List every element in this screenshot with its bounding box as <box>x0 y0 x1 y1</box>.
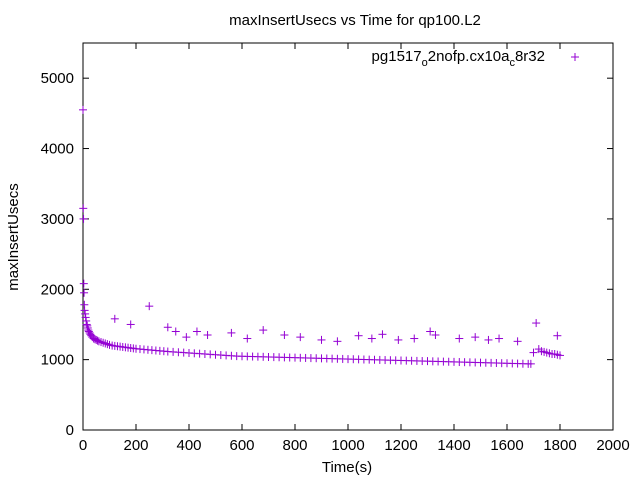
data-point <box>259 326 268 335</box>
legend-text-part: 2nofp.cx10a <box>428 48 510 65</box>
x-tick-label: 1800 <box>543 437 576 454</box>
x-tick-label: 200 <box>123 437 148 454</box>
y-axis-ticks: 0 1000 2000 3000 4000 5000 <box>41 70 613 439</box>
legend-marker-plus <box>571 53 579 61</box>
data-point <box>80 306 89 315</box>
data-point <box>378 330 387 339</box>
data-point <box>83 321 92 330</box>
y-tick-label: 0 <box>66 422 74 439</box>
data-point <box>182 333 191 342</box>
y-axis-label: maxInsertUsecs <box>5 183 22 291</box>
x-tick-label: 2000 <box>596 437 629 454</box>
y-tick-label: 2000 <box>41 281 74 298</box>
data-point <box>553 331 562 340</box>
data-point <box>126 320 135 329</box>
data-point <box>556 351 564 360</box>
data-point <box>526 359 535 368</box>
data-point <box>227 328 236 337</box>
data-point <box>110 314 119 323</box>
data-point <box>471 333 480 342</box>
legend-subscript: c <box>509 57 515 69</box>
data-point <box>79 204 88 213</box>
x-tick-label: 1400 <box>437 437 470 454</box>
data-point <box>495 334 504 343</box>
data-point <box>296 333 305 342</box>
x-tick-label: 1600 <box>490 437 523 454</box>
x-tick-label: 400 <box>176 437 201 454</box>
data-point <box>484 335 493 344</box>
data-point <box>93 336 102 345</box>
x-tick-label: 0 <box>79 437 87 454</box>
x-axis-label: Time(s) <box>322 459 372 476</box>
data-point <box>529 348 538 357</box>
x-tick-label: 800 <box>282 437 307 454</box>
data-point <box>80 288 89 297</box>
data-point <box>354 331 363 340</box>
y-tick-label: 3000 <box>41 211 74 228</box>
data-point <box>317 335 326 344</box>
x-tick-label: 1000 <box>331 437 364 454</box>
data-point <box>513 337 522 346</box>
data-point <box>81 309 90 318</box>
data-point <box>99 338 108 347</box>
data-point <box>455 334 464 343</box>
legend-marker <box>571 53 579 61</box>
y-tick-label: 5000 <box>41 70 74 87</box>
data-point <box>83 323 92 332</box>
data-point <box>94 337 103 346</box>
legend-text-part: pg1517 <box>372 48 422 65</box>
chart-title: maxInsertUsecs vs Time for qp100.L2 <box>229 12 481 29</box>
data-point <box>101 339 110 348</box>
legend: pg1517o2nofp.cx10ac8r32 <box>372 48 579 69</box>
data-point <box>426 327 435 336</box>
y-tick-label: 1000 <box>41 352 74 369</box>
data-point <box>82 316 91 325</box>
data-point <box>532 319 541 328</box>
data-point <box>367 334 376 343</box>
data-point <box>394 335 403 344</box>
data-points <box>79 105 564 368</box>
data-point <box>431 331 440 340</box>
data-point <box>103 340 112 349</box>
data-point <box>81 313 90 322</box>
data-point <box>79 105 87 114</box>
x-tick-label: 1200 <box>384 437 417 454</box>
data-point <box>192 327 201 336</box>
legend-label: pg1517o2nofp.cx10ac8r32 <box>372 48 545 69</box>
data-point <box>79 279 88 288</box>
data-point <box>333 337 342 346</box>
data-point <box>280 331 289 340</box>
data-point <box>82 320 91 329</box>
legend-subscript: o <box>422 57 428 69</box>
plot-frame <box>82 42 614 431</box>
data-point <box>410 334 419 343</box>
data-point <box>171 327 180 336</box>
y-tick-label: 4000 <box>41 141 74 158</box>
x-tick-label: 600 <box>229 437 254 454</box>
data-point <box>243 334 252 343</box>
data-point <box>203 331 212 340</box>
legend-text-part: 8r32 <box>515 48 545 65</box>
data-point <box>163 323 172 332</box>
x-axis-ticks: 0 200 400 600 800 1000 1200 1400 1600 1800 2000 <box>79 43 630 454</box>
data-point <box>145 302 154 311</box>
data-point <box>79 214 88 223</box>
data-point <box>97 338 106 347</box>
